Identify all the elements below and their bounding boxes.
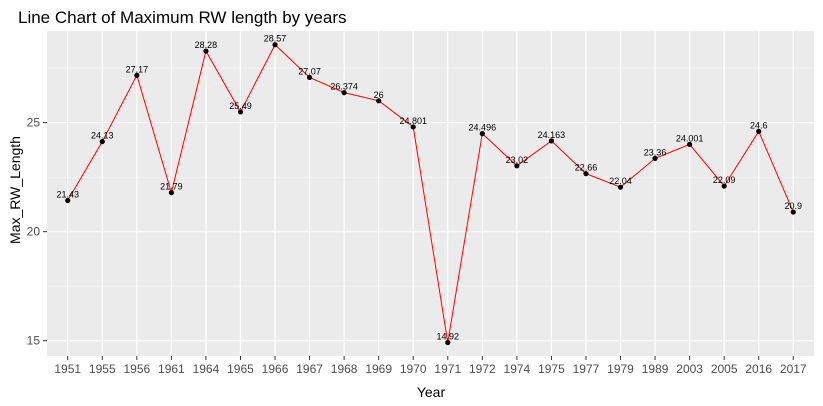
series-polyline <box>67 43 794 343</box>
data-label: 24.13 <box>91 131 114 141</box>
data-label: 14.92 <box>437 331 460 341</box>
chart-title: Line Chart of Maximum RW length by years <box>18 8 346 27</box>
x-tick-label: 2017 <box>780 362 807 376</box>
x-tick-label: 1955 <box>89 362 116 376</box>
series-line <box>67 43 794 343</box>
data-label: 24.001 <box>676 133 704 143</box>
data-label: 27.17 <box>126 64 149 74</box>
data-point <box>721 183 727 189</box>
data-point <box>306 74 313 81</box>
x-tick-label: 1975 <box>538 362 565 376</box>
data-label: 22.09 <box>713 175 736 185</box>
y-axis-title: Max_RW_Length <box>7 136 23 244</box>
data-point <box>479 131 485 137</box>
data-point <box>617 184 624 190</box>
data-label: 25.49 <box>229 101 252 111</box>
data-point <box>272 42 278 48</box>
x-tick-label: 1968 <box>331 362 358 376</box>
data-label: 21.43 <box>56 189 79 199</box>
data-points <box>65 42 796 346</box>
x-tick-label: 1972 <box>469 362 496 376</box>
data-point <box>687 141 693 148</box>
y-tick-label: 20 <box>27 225 41 239</box>
data-label: 26.374 <box>330 82 358 92</box>
data-label: 28.57 <box>264 34 287 44</box>
x-tick-label: 2016 <box>745 362 772 376</box>
data-point <box>790 209 796 215</box>
data-label: 20.9 <box>785 201 803 211</box>
data-label: 28.28 <box>195 40 218 50</box>
data-point <box>756 128 762 134</box>
data-point <box>652 155 658 161</box>
x-axis: 1951 1955 1956 1961 1964 1965 1966 1967 1968 1969… <box>54 356 807 376</box>
major-gridlines <box>47 31 814 356</box>
x-tick-label: 1965 <box>227 362 254 376</box>
x-tick-label: 1961 <box>158 362 185 376</box>
data-point <box>65 197 71 204</box>
x-tick-label: 1971 <box>434 362 461 376</box>
data-label: 27.07 <box>298 66 321 76</box>
x-tick-label: 1951 <box>54 362 81 376</box>
y-axis: 15 20 25 <box>27 116 47 348</box>
data-point <box>376 98 382 104</box>
data-label: 24.496 <box>469 123 497 133</box>
plot-panel <box>47 31 814 356</box>
data-label: 23.02 <box>506 155 529 165</box>
x-tick-label: 1979 <box>607 362 634 376</box>
data-point <box>134 72 140 78</box>
data-label: 22.66 <box>575 163 598 173</box>
data-point <box>445 339 451 346</box>
x-tick-label: 1970 <box>400 362 427 376</box>
x-tick-label: 1956 <box>123 362 150 376</box>
x-tick-label: 1967 <box>296 362 323 376</box>
data-label: 21.79 <box>160 182 183 192</box>
x-tick-label: 1989 <box>642 362 669 376</box>
data-point <box>514 163 520 169</box>
data-label: 23.36 <box>644 147 667 157</box>
x-tick-label: 1977 <box>573 362 600 376</box>
y-tick-label: 15 <box>27 334 41 348</box>
data-labels: 21.43 24.13 27.17 21.79 28.28 25.49 28.57 27.07… <box>56 34 802 342</box>
x-tick-label: 1966 <box>262 362 289 376</box>
x-tick-label: 1969 <box>365 362 392 376</box>
data-point <box>583 171 589 177</box>
data-point <box>168 190 174 196</box>
data-point <box>410 124 416 130</box>
data-point <box>548 138 555 144</box>
data-point <box>341 90 347 96</box>
x-tick-label: 2003 <box>676 362 703 376</box>
data-label: 22.04 <box>609 176 632 186</box>
data-point <box>203 48 209 54</box>
x-axis-title: Year <box>417 384 446 400</box>
data-point <box>237 109 244 115</box>
data-label: 24.801 <box>399 116 427 126</box>
x-tick-label: 1964 <box>193 362 220 376</box>
data-label: 24.6 <box>750 120 768 130</box>
data-label: 24.163 <box>538 130 566 140</box>
data-point <box>99 138 105 145</box>
x-tick-label: 1974 <box>504 362 531 376</box>
data-label: 26 <box>374 90 384 100</box>
x-tick-label: 2005 <box>711 362 738 376</box>
y-tick-label: 25 <box>27 116 41 130</box>
